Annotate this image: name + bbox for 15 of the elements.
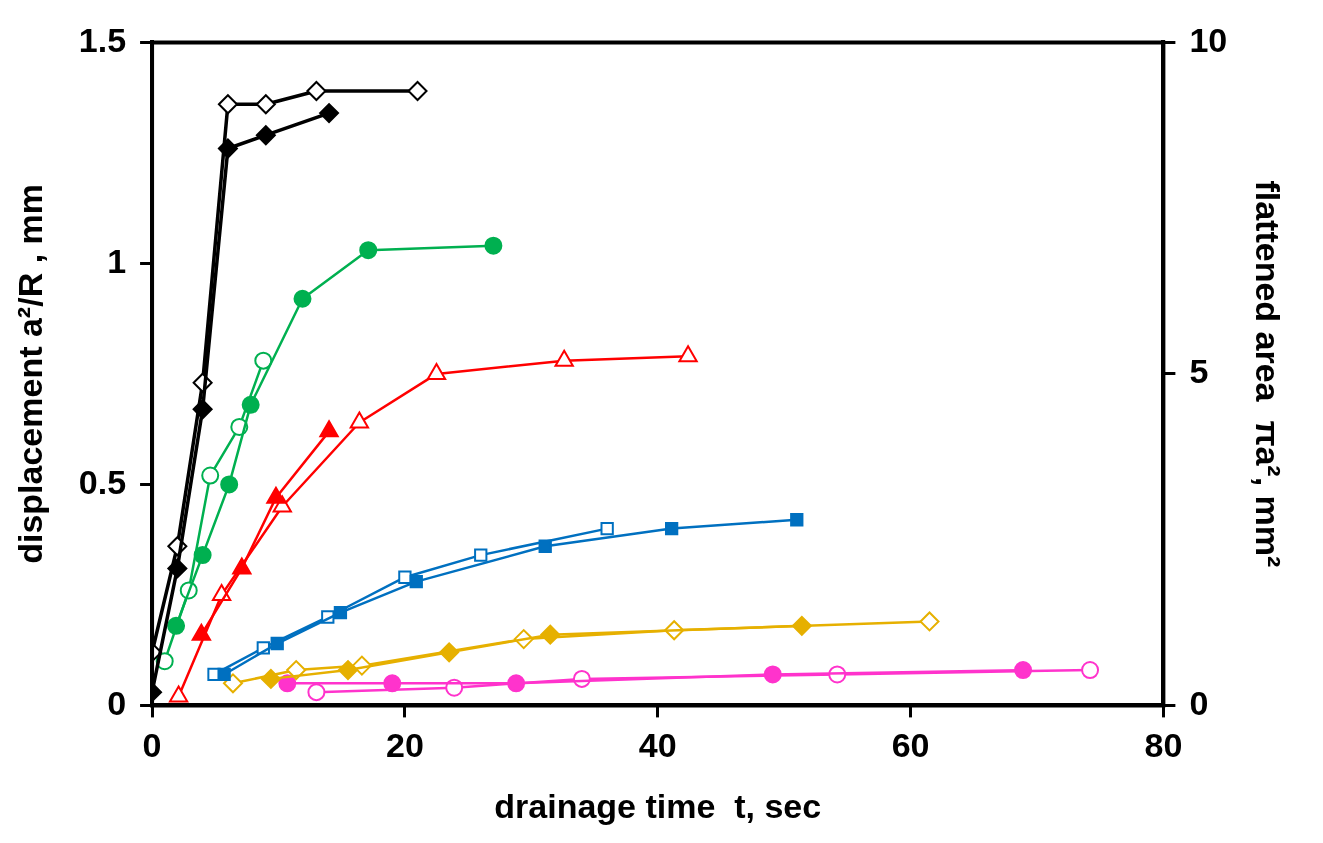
- y-tick-label: 0: [107, 683, 127, 722]
- x-tick-label: 60: [891, 726, 930, 765]
- x-tick-label: 80: [1144, 726, 1183, 765]
- x-tick-label: 40: [638, 726, 677, 765]
- y-axis-title: displacement a²/R , mm: [10, 184, 49, 564]
- y2-tick-label: 10: [1189, 20, 1228, 59]
- y2-axis-title: flattened area πa², mm²: [1249, 180, 1288, 568]
- y2-tick-label: 0: [1189, 683, 1209, 722]
- x-axis-title: drainage time t, sec: [494, 786, 822, 825]
- y-tick-label: 0.5: [78, 462, 127, 501]
- y-tick-label: 1: [107, 241, 127, 280]
- x-tick-label: 20: [385, 726, 424, 765]
- y2-tick-label: 5: [1189, 352, 1209, 391]
- y-tick-label: 1.5: [78, 20, 127, 59]
- x-tick-label: 0: [142, 726, 162, 765]
